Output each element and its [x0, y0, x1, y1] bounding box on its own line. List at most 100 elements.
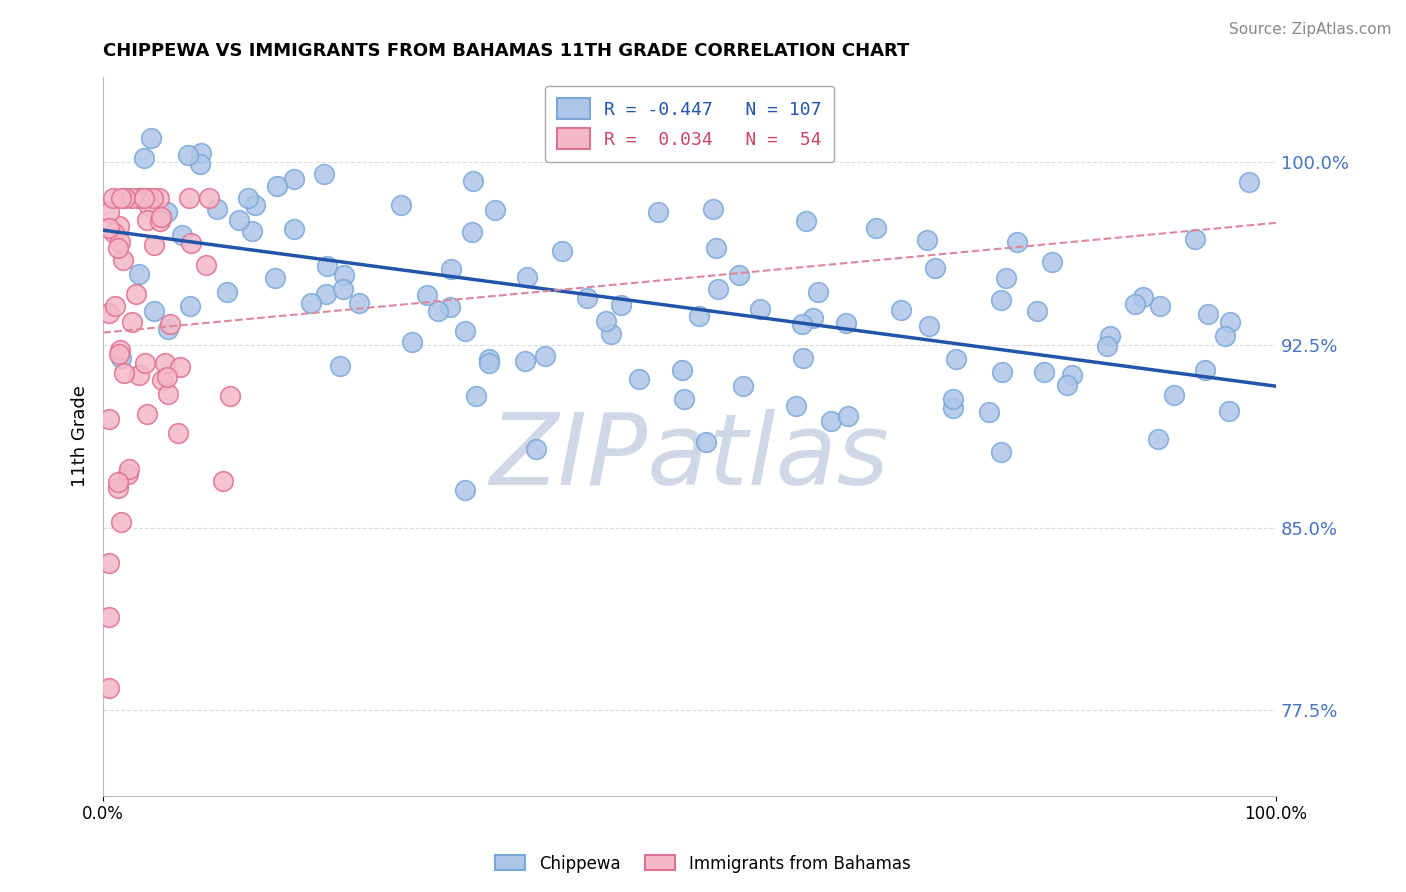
Point — [155, 356, 177, 370]
Point — [1007, 235, 1029, 249]
Point — [283, 222, 305, 236]
Text: CHIPPEWA VS IMMIGRANTS FROM BAHAMAS 11TH GRADE CORRELATION CHART: CHIPPEWA VS IMMIGRANTS FROM BAHAMAS 11TH… — [103, 42, 910, 60]
Point — [177, 192, 200, 206]
Point — [121, 192, 143, 206]
Point — [128, 192, 150, 206]
Point — [727, 268, 749, 283]
Point — [139, 130, 162, 145]
Point — [991, 366, 1014, 380]
Legend: Chippewa, Immigrants from Bahamas: Chippewa, Immigrants from Bahamas — [489, 848, 917, 880]
Point — [132, 152, 155, 166]
Point — [212, 475, 235, 489]
Point — [820, 414, 842, 428]
Point — [534, 349, 557, 363]
Point — [332, 282, 354, 296]
Point — [177, 147, 200, 161]
Point — [219, 389, 242, 403]
Point — [702, 202, 724, 216]
Point — [453, 483, 475, 497]
Point — [595, 314, 617, 328]
Point — [426, 304, 449, 318]
Point — [107, 347, 129, 361]
Point — [149, 214, 172, 228]
Point — [205, 202, 228, 217]
Point — [316, 259, 339, 273]
Point — [1147, 432, 1170, 446]
Point — [169, 359, 191, 374]
Point — [98, 610, 121, 624]
Point — [114, 366, 136, 380]
Point — [157, 322, 180, 336]
Point — [465, 389, 488, 403]
Point — [1056, 377, 1078, 392]
Point — [283, 172, 305, 186]
Point — [454, 324, 477, 338]
Point — [156, 205, 179, 219]
Point — [315, 286, 337, 301]
Point — [794, 213, 817, 227]
Point — [1218, 404, 1240, 418]
Point — [440, 262, 463, 277]
Point — [1219, 315, 1241, 329]
Point — [513, 354, 536, 368]
Point — [329, 359, 352, 374]
Point — [837, 409, 859, 424]
Point — [188, 157, 211, 171]
Point — [107, 481, 129, 495]
Point — [979, 405, 1001, 419]
Point — [108, 343, 131, 357]
Point — [610, 298, 633, 312]
Point — [945, 351, 967, 366]
Point — [240, 224, 263, 238]
Point — [110, 351, 132, 365]
Point — [180, 235, 202, 250]
Point — [647, 205, 669, 219]
Point — [236, 191, 259, 205]
Point — [98, 556, 121, 570]
Point — [1033, 365, 1056, 379]
Point — [333, 268, 356, 282]
Point — [461, 225, 484, 239]
Point — [516, 269, 538, 284]
Point — [156, 386, 179, 401]
Point — [1194, 363, 1216, 377]
Point — [266, 179, 288, 194]
Point — [136, 407, 159, 421]
Point — [112, 253, 135, 268]
Point — [1099, 328, 1122, 343]
Point — [243, 198, 266, 212]
Point — [138, 199, 160, 213]
Point — [1213, 329, 1236, 343]
Point — [134, 192, 156, 206]
Point — [128, 267, 150, 281]
Point — [463, 174, 485, 188]
Point — [792, 351, 814, 365]
Point — [98, 412, 121, 426]
Point — [917, 233, 939, 247]
Point — [478, 355, 501, 369]
Point — [143, 238, 166, 252]
Point — [994, 270, 1017, 285]
Point — [733, 378, 755, 392]
Point — [1132, 290, 1154, 304]
Point — [801, 311, 824, 326]
Point — [1237, 175, 1260, 189]
Text: Source: ZipAtlas.com: Source: ZipAtlas.com — [1229, 22, 1392, 37]
Point — [166, 425, 188, 440]
Point — [128, 192, 150, 206]
Point — [124, 287, 146, 301]
Point — [672, 392, 695, 407]
Text: ZIPatlas: ZIPatlas — [489, 409, 890, 507]
Point — [104, 299, 127, 313]
Point — [484, 203, 506, 218]
Point — [389, 198, 412, 212]
Point — [1197, 307, 1219, 321]
Point — [198, 192, 221, 206]
Point — [416, 288, 439, 302]
Point — [942, 401, 965, 416]
Point — [98, 306, 121, 320]
Point — [118, 462, 141, 476]
Point — [149, 211, 172, 225]
Point — [141, 192, 163, 206]
Point — [228, 213, 250, 227]
